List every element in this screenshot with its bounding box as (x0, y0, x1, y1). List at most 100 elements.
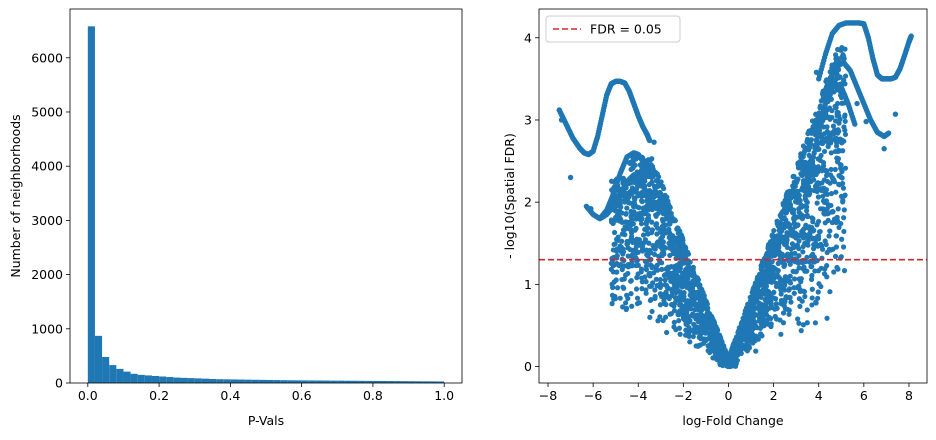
volcano-point (831, 269, 837, 275)
volcano-point (836, 181, 842, 187)
volcano-point (665, 285, 672, 292)
volcano-point (734, 346, 740, 352)
volcano-point (722, 362, 728, 368)
volcano-point (824, 114, 830, 120)
volcano-point (684, 284, 690, 290)
y-tick-label: 3 (524, 112, 532, 127)
histogram-bar (351, 380, 359, 383)
histogram-bar (187, 378, 195, 383)
volcano-point (648, 296, 654, 303)
volcano-point (813, 299, 819, 305)
volcano-point (630, 189, 636, 195)
volcano-point (620, 284, 626, 290)
volcano-point (808, 276, 815, 282)
volcano-point (685, 298, 691, 304)
volcano-point (787, 273, 793, 279)
histogram-bar (415, 381, 423, 383)
volcano-point (766, 314, 772, 320)
x-tick-label: 0.2 (149, 388, 169, 403)
volcano-point (831, 216, 838, 222)
volcano-point (828, 150, 834, 156)
volcano-point (727, 363, 733, 369)
histogram-bar (358, 380, 366, 383)
volcano-point (662, 282, 668, 288)
y-axis-label: Number of neighborhoods (8, 114, 23, 277)
volcano-point (841, 207, 847, 213)
histogram-bar (159, 376, 167, 383)
volcano-point (802, 147, 808, 154)
volcano-point (796, 296, 802, 302)
volcano-point (675, 248, 681, 254)
volcano-point (633, 225, 639, 231)
volcano-point (644, 252, 650, 258)
volcano-point (841, 215, 847, 221)
histogram-bar (372, 380, 381, 383)
volcano-point (819, 140, 825, 146)
volcano-point (842, 114, 848, 120)
volcano-point (679, 257, 685, 263)
volcano-point (634, 214, 641, 220)
volcano-point (666, 295, 672, 302)
volcano-point (622, 272, 629, 278)
volcano-point (755, 305, 762, 311)
histogram-bar (116, 368, 124, 383)
volcano-point (836, 173, 842, 179)
volcano-point (714, 342, 720, 348)
volcano-point (646, 182, 652, 188)
volcano-point (650, 199, 656, 205)
volcano-point (804, 139, 810, 145)
histogram-bar (102, 356, 110, 383)
volcano-point (732, 337, 738, 343)
volcano-point (659, 206, 666, 212)
volcano-point (643, 279, 649, 285)
volcano-point (660, 239, 666, 245)
volcano-point (699, 312, 705, 319)
volcano-point (750, 287, 756, 293)
volcano-point (819, 180, 825, 186)
histogram-bar (201, 378, 209, 383)
volcano-point (654, 225, 661, 231)
volcano-point (665, 203, 671, 209)
volcano-point (815, 236, 822, 242)
volcano-point (677, 295, 683, 301)
volcano-point (828, 190, 835, 197)
volcano-point (660, 224, 667, 230)
volcano-point (611, 296, 617, 302)
volcano-point (614, 269, 620, 275)
volcano-point (800, 143, 807, 149)
volcano-point (677, 331, 683, 337)
volcano-point (803, 208, 810, 214)
volcano-point (672, 300, 678, 307)
volcano-point (810, 228, 816, 234)
volcano-point (614, 213, 621, 219)
volcano-point (817, 121, 823, 127)
volcano-point (779, 237, 785, 244)
volcano-point (664, 329, 670, 336)
volcano-point (653, 213, 659, 219)
volcano-point (657, 281, 663, 287)
volcano-point (819, 187, 825, 194)
volcano-point (646, 137, 653, 144)
volcano-point (685, 264, 691, 271)
volcano-point (828, 96, 835, 102)
volcano-point (768, 300, 774, 307)
histogram-bar (266, 379, 274, 383)
volcano-point (662, 277, 668, 283)
volcano-point (827, 289, 833, 295)
volcano-point (835, 100, 841, 107)
volcano-point (663, 301, 669, 308)
volcano-plot-area (556, 20, 914, 370)
volcano-point (707, 336, 713, 342)
volcano-point (649, 264, 655, 271)
volcano-point (778, 331, 784, 337)
volcano-point (835, 75, 841, 81)
volcano-point (659, 266, 665, 272)
volcano-point (818, 98, 824, 104)
x-tick-label: −4 (629, 388, 647, 403)
volcano-point (640, 232, 647, 238)
volcano-point (790, 207, 796, 213)
volcano-point (805, 242, 811, 248)
volcano-point (809, 272, 815, 279)
volcano-point (615, 234, 621, 240)
